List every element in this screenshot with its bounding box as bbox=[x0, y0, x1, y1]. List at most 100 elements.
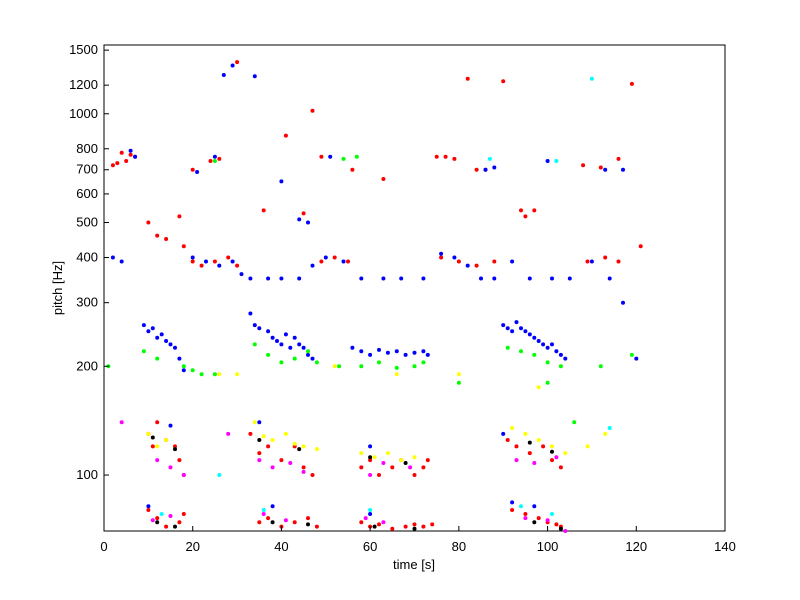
data-point bbox=[394, 372, 399, 377]
data-point bbox=[519, 326, 523, 331]
data-point bbox=[261, 508, 266, 512]
data-point bbox=[323, 255, 328, 260]
data-point bbox=[558, 364, 563, 369]
data-point bbox=[155, 444, 160, 449]
data-point bbox=[150, 326, 155, 331]
data-point bbox=[346, 259, 350, 264]
data-point bbox=[532, 461, 537, 465]
data-point bbox=[208, 159, 213, 163]
data-point bbox=[603, 255, 608, 260]
x-tick-label: 0 bbox=[100, 539, 107, 554]
data-point bbox=[563, 451, 568, 456]
data-point bbox=[341, 156, 346, 161]
data-point bbox=[589, 76, 594, 81]
data-point bbox=[607, 426, 612, 430]
data-point bbox=[226, 255, 231, 260]
data-point bbox=[554, 159, 559, 163]
data-point bbox=[279, 276, 284, 281]
data-point bbox=[381, 520, 386, 525]
data-point bbox=[332, 255, 337, 260]
data-point bbox=[283, 332, 288, 337]
data-point bbox=[403, 524, 408, 529]
data-point bbox=[212, 154, 217, 159]
data-point bbox=[545, 360, 550, 365]
data-point bbox=[359, 465, 364, 470]
data-point bbox=[292, 441, 297, 446]
data-point bbox=[279, 360, 284, 365]
data-point bbox=[510, 500, 515, 505]
data-point bbox=[377, 473, 381, 477]
data-point bbox=[616, 156, 621, 161]
y-tick-label: 1000 bbox=[69, 106, 98, 121]
data-point bbox=[558, 465, 563, 470]
data-point bbox=[306, 516, 310, 521]
data-point bbox=[257, 438, 262, 442]
data-point bbox=[181, 244, 186, 249]
data-point bbox=[270, 335, 275, 340]
data-point bbox=[514, 444, 519, 449]
data-point bbox=[168, 465, 173, 470]
data-point bbox=[487, 156, 492, 161]
data-point bbox=[239, 272, 244, 277]
data-point bbox=[177, 520, 182, 525]
data-point bbox=[390, 526, 395, 531]
data-point bbox=[283, 133, 288, 138]
data-point bbox=[390, 465, 395, 470]
y-tick-label: 1500 bbox=[69, 42, 98, 57]
data-point bbox=[217, 156, 222, 161]
data-point bbox=[110, 163, 115, 168]
data-point bbox=[173, 447, 177, 452]
data-point bbox=[501, 431, 506, 436]
data-point bbox=[456, 380, 461, 385]
data-point bbox=[133, 154, 138, 159]
data-point bbox=[306, 220, 310, 225]
data-point bbox=[421, 465, 426, 470]
data-point bbox=[337, 364, 342, 369]
data-point bbox=[558, 352, 563, 357]
data-point bbox=[465, 263, 470, 268]
data-point bbox=[266, 329, 271, 334]
data-point bbox=[545, 380, 550, 385]
data-point bbox=[359, 520, 364, 525]
data-point bbox=[332, 364, 337, 369]
data-point bbox=[412, 526, 417, 531]
data-point bbox=[607, 276, 612, 281]
data-point bbox=[381, 276, 386, 281]
data-point bbox=[452, 255, 457, 260]
data-point bbox=[168, 342, 173, 347]
data-point bbox=[150, 518, 155, 523]
data-point bbox=[257, 520, 262, 525]
data-point bbox=[266, 444, 271, 449]
data-point bbox=[199, 263, 204, 268]
data-point bbox=[412, 473, 417, 477]
y-tick-label: 800 bbox=[76, 141, 98, 156]
data-point bbox=[177, 458, 182, 463]
data-point bbox=[598, 165, 603, 170]
data-point bbox=[217, 473, 222, 477]
data-point bbox=[212, 159, 217, 163]
data-point bbox=[164, 339, 169, 343]
data-point bbox=[603, 167, 608, 172]
data-point bbox=[359, 451, 364, 456]
data-point bbox=[155, 420, 160, 425]
data-point bbox=[297, 217, 302, 222]
data-point bbox=[252, 74, 257, 79]
data-point bbox=[292, 356, 297, 361]
data-point bbox=[523, 431, 528, 436]
data-point bbox=[505, 345, 510, 350]
data-point bbox=[146, 220, 151, 225]
data-point bbox=[164, 237, 169, 241]
data-point bbox=[558, 526, 563, 531]
data-point bbox=[550, 276, 554, 281]
data-point bbox=[629, 81, 634, 86]
x-tick-label: 100 bbox=[537, 539, 559, 554]
data-point bbox=[297, 342, 302, 347]
data-point bbox=[629, 352, 634, 357]
data-point bbox=[155, 458, 160, 463]
data-point bbox=[230, 63, 235, 68]
data-point bbox=[141, 323, 146, 328]
data-point bbox=[532, 208, 537, 213]
data-point bbox=[279, 179, 284, 184]
data-point bbox=[550, 444, 554, 449]
